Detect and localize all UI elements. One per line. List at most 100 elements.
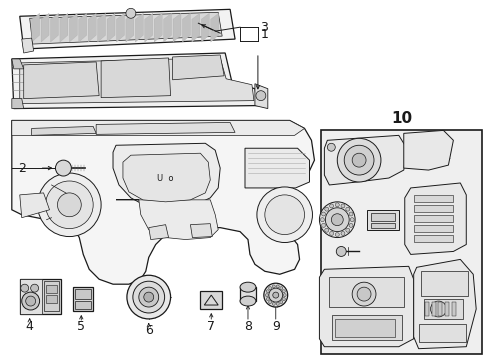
Text: 2: 2 (18, 162, 25, 175)
Circle shape (26, 296, 36, 306)
Circle shape (331, 214, 343, 226)
Polygon shape (190, 224, 212, 238)
Circle shape (272, 292, 278, 298)
Polygon shape (126, 13, 134, 42)
Polygon shape (148, 225, 168, 239)
Circle shape (335, 203, 339, 207)
Circle shape (329, 204, 333, 208)
Circle shape (55, 160, 71, 176)
Polygon shape (12, 53, 257, 109)
Bar (321, 130, 481, 354)
Bar (45, 295, 57, 303)
Polygon shape (96, 122, 235, 134)
Circle shape (256, 187, 312, 243)
Ellipse shape (240, 282, 255, 292)
Polygon shape (201, 13, 209, 42)
Bar (420, 271, 468, 296)
Circle shape (268, 287, 271, 289)
Polygon shape (12, 121, 314, 284)
Circle shape (348, 212, 352, 216)
Circle shape (276, 285, 279, 288)
Polygon shape (254, 84, 267, 109)
Bar (366, 210, 398, 230)
Polygon shape (107, 13, 115, 42)
Text: 10: 10 (390, 111, 411, 126)
Bar (335, 319, 394, 337)
Circle shape (337, 138, 380, 182)
Bar (413, 235, 452, 242)
Bar (240, 287, 255, 301)
Polygon shape (173, 13, 181, 42)
Circle shape (349, 218, 353, 222)
Bar (200, 291, 222, 309)
Circle shape (127, 275, 170, 319)
Text: 7: 7 (207, 320, 215, 333)
Bar (423, 299, 462, 319)
Bar (75, 301, 91, 309)
Polygon shape (144, 13, 152, 42)
Polygon shape (69, 13, 77, 42)
Circle shape (321, 212, 325, 216)
Circle shape (329, 231, 333, 235)
Bar (73, 287, 93, 311)
Text: 9: 9 (271, 320, 279, 333)
Circle shape (356, 287, 370, 301)
Circle shape (143, 292, 153, 302)
Polygon shape (12, 121, 304, 135)
Polygon shape (182, 13, 190, 42)
Polygon shape (154, 13, 162, 42)
Bar (370, 223, 394, 228)
Circle shape (279, 287, 282, 289)
Polygon shape (135, 13, 143, 42)
Circle shape (139, 287, 158, 307)
Bar (431, 302, 435, 316)
Polygon shape (30, 12, 222, 44)
Bar (328, 277, 403, 307)
Polygon shape (116, 200, 218, 239)
Polygon shape (413, 260, 475, 349)
Polygon shape (101, 58, 170, 98)
Polygon shape (404, 183, 466, 255)
Polygon shape (20, 9, 235, 49)
Circle shape (326, 143, 335, 151)
Circle shape (268, 288, 282, 302)
Circle shape (272, 285, 275, 288)
Polygon shape (79, 13, 86, 42)
Circle shape (429, 301, 446, 317)
Polygon shape (12, 99, 24, 109)
Circle shape (319, 202, 354, 238)
Bar (370, 213, 394, 221)
Circle shape (340, 204, 344, 208)
Circle shape (276, 302, 279, 305)
Circle shape (45, 181, 93, 229)
Ellipse shape (240, 296, 255, 306)
Circle shape (340, 231, 344, 235)
Polygon shape (60, 13, 68, 42)
Circle shape (57, 193, 81, 217)
Circle shape (320, 218, 324, 222)
Polygon shape (116, 13, 124, 42)
Polygon shape (163, 13, 171, 42)
Polygon shape (319, 266, 413, 347)
Bar (75, 289, 91, 299)
Polygon shape (24, 62, 99, 99)
Circle shape (265, 290, 269, 293)
Polygon shape (244, 148, 309, 188)
Polygon shape (41, 13, 49, 42)
Bar (413, 195, 452, 202)
Circle shape (324, 207, 328, 211)
Bar (438, 302, 442, 316)
Circle shape (351, 282, 375, 306)
Polygon shape (403, 130, 452, 170)
Text: 8: 8 (244, 320, 251, 333)
Circle shape (345, 207, 349, 211)
Bar (413, 215, 452, 222)
Polygon shape (21, 38, 34, 53)
Circle shape (348, 224, 352, 228)
Polygon shape (20, 193, 49, 218)
Circle shape (345, 228, 349, 232)
Circle shape (268, 301, 271, 303)
Polygon shape (32, 13, 40, 42)
Circle shape (264, 283, 287, 307)
Circle shape (31, 284, 39, 292)
